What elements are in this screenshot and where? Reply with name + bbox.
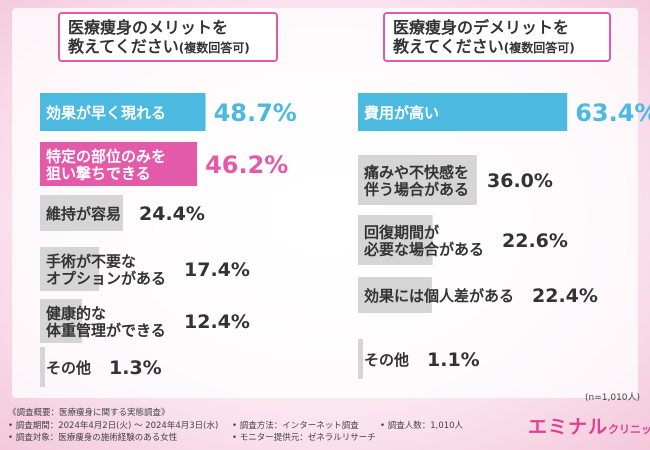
bar-label-0-2-0: 維持が容易 xyxy=(46,205,121,223)
value-label-0-2: 24.4% xyxy=(139,203,205,225)
survey-overview: 《調査概要：医療痩身に関する実態調査》 xyxy=(8,408,170,418)
bar-label-1-3-0: 効果には個人差がある xyxy=(364,287,514,305)
bar-0-5 xyxy=(40,347,45,387)
bar-label-1-1-0: 痛みや不快感を xyxy=(363,164,469,182)
value-label-1-1: 36.0% xyxy=(487,170,553,192)
bar-1-3 xyxy=(358,277,432,313)
bar-label-0-3-0: 手術が不要な xyxy=(46,253,136,271)
value-label-0-1: 46.2% xyxy=(205,151,288,179)
survey-count: • 調査人数：1,010人 xyxy=(380,421,464,431)
value-label-0-3: 17.4% xyxy=(184,259,250,281)
bar-0-2 xyxy=(40,195,123,231)
bar-label-0-3-1: オプションがある xyxy=(46,270,166,288)
bar-label-0-4-0: 健康的な xyxy=(46,305,106,323)
sample-size-note: (n=1,010人) xyxy=(585,393,641,403)
bar-0-1 xyxy=(40,142,198,186)
monitor-provider: • モニター提供元：ゼネラルリサーチ xyxy=(232,433,376,443)
merit-title-line2: 教えてください xyxy=(68,37,179,56)
bar-1-0 xyxy=(358,93,568,131)
value-label-1-2: 22.6% xyxy=(502,230,568,252)
demerit-title-box: 医療痩身のデメリットを 教えてください(複数回答可) xyxy=(383,12,611,62)
bar-label-0-0-0: 効果が早く現れる xyxy=(46,104,166,122)
bar-1-2 xyxy=(358,215,433,265)
bar-label-0-4-1: 体重管理ができる xyxy=(46,322,166,340)
merit-title-note: (複数回答可) xyxy=(178,41,250,55)
merit-title-line1: 医療痩身のメリットを xyxy=(68,18,229,37)
bar-label-1-4-0: その他 xyxy=(364,351,409,369)
demerit-title-line1: 医療痩身のデメリットを xyxy=(393,18,570,37)
bar-label-1-2-1: 必要な場合がある xyxy=(363,241,484,259)
brand-name: エミナル xyxy=(528,416,609,438)
value-label-0-5: 1.3% xyxy=(109,357,162,379)
bar-0-3 xyxy=(40,247,100,291)
value-label-1-3: 22.4% xyxy=(532,285,598,307)
survey-footer: 《調査概要：医療痩身に関する実態調査》 • 調査期間：2024年4月2日(火) … xyxy=(0,398,650,450)
demerit-title-note: (複数回答可) xyxy=(503,41,575,55)
survey-period: • 調査期間：2024年4月2日(火) ～ 2024年4月3日(水) xyxy=(8,421,219,431)
bar-label-0-1-0: 特定の部位のみを xyxy=(46,148,166,166)
bar-1-4 xyxy=(358,339,363,379)
bar-1-1 xyxy=(358,155,477,205)
value-label-0-4: 12.4% xyxy=(184,311,250,333)
bar-label-1-2-0: 回復期間が xyxy=(364,224,440,242)
brand-logo: エミナルクリニック xyxy=(528,412,650,439)
brand-suffix: クリニック xyxy=(608,423,650,436)
merit-title-box: 医療痩身のメリットを 教えてください(複数回答可) xyxy=(58,12,278,62)
bar-label-0-5-0: その他 xyxy=(46,359,91,377)
survey-target: • 調査対象：医療痩身の施術経験のある女性 xyxy=(8,433,178,443)
bar-label-1-0-0: 費用が高い xyxy=(364,104,439,122)
bar-0-0 xyxy=(40,93,206,131)
bar-label-0-1-1: 狙い撃ちできる xyxy=(46,165,151,183)
survey-method: • 調査方法：インターネット調査 xyxy=(232,421,359,431)
value-label-1-0: 63.4% xyxy=(575,99,650,127)
value-label-0-0: 48.7% xyxy=(214,99,297,127)
bar-0-4 xyxy=(40,299,83,343)
value-label-1-4: 1.1% xyxy=(427,349,480,371)
demerit-title-line2: 教えてください xyxy=(393,37,504,56)
bar-label-1-1-1: 伴う場合がある xyxy=(363,181,469,199)
